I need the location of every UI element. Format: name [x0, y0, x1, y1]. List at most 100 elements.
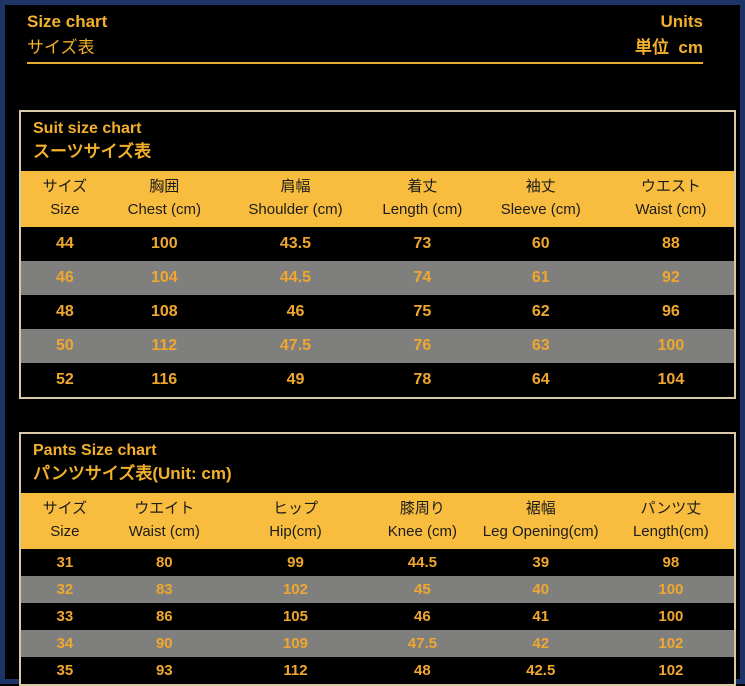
column-header-ja: サイズ	[42, 178, 88, 195]
table-cell: 35	[56, 662, 74, 679]
column-header-ja: パンツ丈	[640, 500, 702, 517]
table-cell: 102	[658, 635, 684, 652]
table-row: 32 83 102 45 40 100	[21, 576, 734, 603]
table-cell: 108	[150, 303, 178, 320]
column-header-en: Leg Opening(cm)	[482, 523, 599, 540]
column-header-sleeve: 袖丈 Sleeve (cm)	[473, 171, 608, 227]
table-cell: 86	[155, 608, 173, 625]
table-cell: 104	[150, 269, 178, 286]
column-header-ja: サイズ	[42, 500, 88, 517]
table-cell: 44	[55, 235, 74, 252]
suit-table-title-block: Suit size chart スーツサイズ表	[21, 112, 734, 171]
units-block: Units 単位 cm	[635, 9, 703, 61]
table-cell: 50	[55, 337, 74, 354]
column-header-en: Size	[50, 523, 80, 540]
table-cell: 34	[56, 635, 74, 652]
table-row: 31 80 99 44.5 39 98	[21, 549, 734, 576]
column-header-ja: 胸囲	[149, 178, 180, 195]
column-header-en: Hip(cm)	[269, 523, 322, 540]
table-cell: 46	[286, 303, 305, 320]
table-cell: 104	[657, 371, 685, 388]
table-cell: 44.5	[279, 269, 312, 286]
table-row: 52 116 49 78 64 104	[21, 363, 734, 397]
column-header-size: サイズ Size	[21, 493, 109, 549]
table-cell: 46	[414, 608, 431, 625]
column-header-ja: ウエイト	[134, 500, 195, 517]
page-title-block: Size chart サイズ表	[27, 9, 107, 61]
page-title-japanese: サイズ表	[27, 38, 95, 57]
table-cell: 99	[287, 554, 304, 571]
column-header-length: パンツ丈 Length(cm)	[607, 493, 734, 549]
column-header-en: Waist (cm)	[635, 201, 707, 218]
table-cell: 33	[56, 608, 74, 625]
table-cell: 31	[56, 554, 74, 571]
suit-header-row: サイズ Size 胸囲 Chest (cm) 肩幅 Shoulder (cm) …	[21, 171, 734, 227]
table-cell: 75	[413, 303, 432, 320]
column-header-en: Size	[50, 201, 80, 218]
table-cell: 49	[286, 371, 305, 388]
column-header-chest: 胸囲 Chest (cm)	[108, 171, 220, 227]
table-cell: 41	[532, 608, 550, 625]
table-row: 50 112 47.5 76 63 100	[21, 329, 734, 363]
column-header-en: Length (cm)	[382, 201, 463, 218]
table-cell: 116	[151, 371, 178, 388]
column-header-en: Knee (cm)	[387, 523, 457, 540]
column-header-leg-opening: 裾幅 Leg Opening(cm)	[473, 493, 608, 549]
column-header-ja: 裾幅	[525, 500, 556, 517]
table-cell: 62	[531, 303, 550, 320]
suit-table: サイズ Size 胸囲 Chest (cm) 肩幅 Shoulder (cm) …	[21, 171, 734, 397]
table-cell: 102	[282, 581, 308, 598]
table-cell: 112	[151, 337, 178, 354]
column-header-knee: 膝周り Knee (cm)	[371, 493, 474, 549]
table-cell: 47.5	[407, 635, 437, 652]
column-header-size: サイズ Size	[21, 171, 109, 227]
pants-size-table: Pants Size chart パンツサイズ表(Unit: cm) サイズ S…	[19, 432, 736, 686]
table-cell: 105	[282, 608, 308, 625]
table-cell: 40	[532, 581, 550, 598]
table-row: 46 104 44.5 74 61 92	[21, 261, 734, 295]
table-row: 34 90 109 47.5 42 102	[21, 630, 734, 657]
pants-header-row: サイズ Size ウエイト Waist (cm) ヒップ Hip(cm) 膝周り…	[21, 493, 734, 549]
column-header-hip: ヒップ Hip(cm)	[219, 493, 372, 549]
page-header: Size chart サイズ表 Units 単位 cm	[27, 9, 703, 64]
table-cell: 74	[413, 269, 432, 286]
column-header-en: Sleeve (cm)	[500, 201, 581, 218]
table-cell: 92	[661, 269, 680, 286]
table-cell: 80	[155, 554, 173, 571]
table-cell: 64	[531, 371, 550, 388]
table-cell: 88	[661, 235, 680, 252]
column-header-ja: ウエスト	[640, 178, 701, 195]
table-cell: 45	[414, 581, 431, 598]
column-header-ja: 袖丈	[525, 178, 556, 195]
pants-table-title-japanese: パンツサイズ表(Unit: cm)	[33, 464, 232, 483]
column-header-waist: ウエスト Waist (cm)	[607, 171, 734, 227]
table-cell: 93	[155, 662, 173, 679]
table-cell: 78	[413, 371, 432, 388]
table-cell: 60	[531, 235, 550, 252]
column-header-en: Waist (cm)	[128, 523, 200, 540]
table-cell: 42	[532, 635, 550, 652]
units-label: Units	[660, 12, 704, 31]
table-cell: 76	[413, 337, 432, 354]
table-cell: 83	[155, 581, 173, 598]
table-cell: 48	[55, 303, 74, 320]
column-header-en: Chest (cm)	[127, 201, 201, 218]
column-header-ja: 膝周り	[399, 500, 445, 517]
units-value: 単位 cm	[634, 38, 703, 57]
table-cell: 39	[532, 554, 550, 571]
suit-table-body: 44 100 43.5 73 60 88 46 104 44.5 74 61 92 48 108 46 75 6…	[21, 227, 734, 397]
table-cell: 61	[531, 269, 550, 286]
table-cell: 43.5	[279, 235, 312, 252]
suit-table-title: Suit size chart	[33, 120, 142, 137]
pants-table-body: 31 80 99 44.5 39 98 32 83 102 45 40 100 33 86 105 46 41 1…	[21, 549, 734, 684]
table-cell: 63	[531, 337, 550, 354]
page-title: Size chart	[27, 12, 108, 31]
table-cell: 44.5	[407, 554, 437, 571]
table-cell: 100	[657, 337, 685, 354]
column-header-ja: 肩幅	[280, 178, 311, 195]
table-row: 48 108 46 75 62 96	[21, 295, 734, 329]
table-cell: 112	[283, 662, 308, 679]
table-row: 35 93 112 48 42.5 102	[21, 657, 734, 684]
pants-table-title: Pants Size chart	[33, 442, 157, 459]
